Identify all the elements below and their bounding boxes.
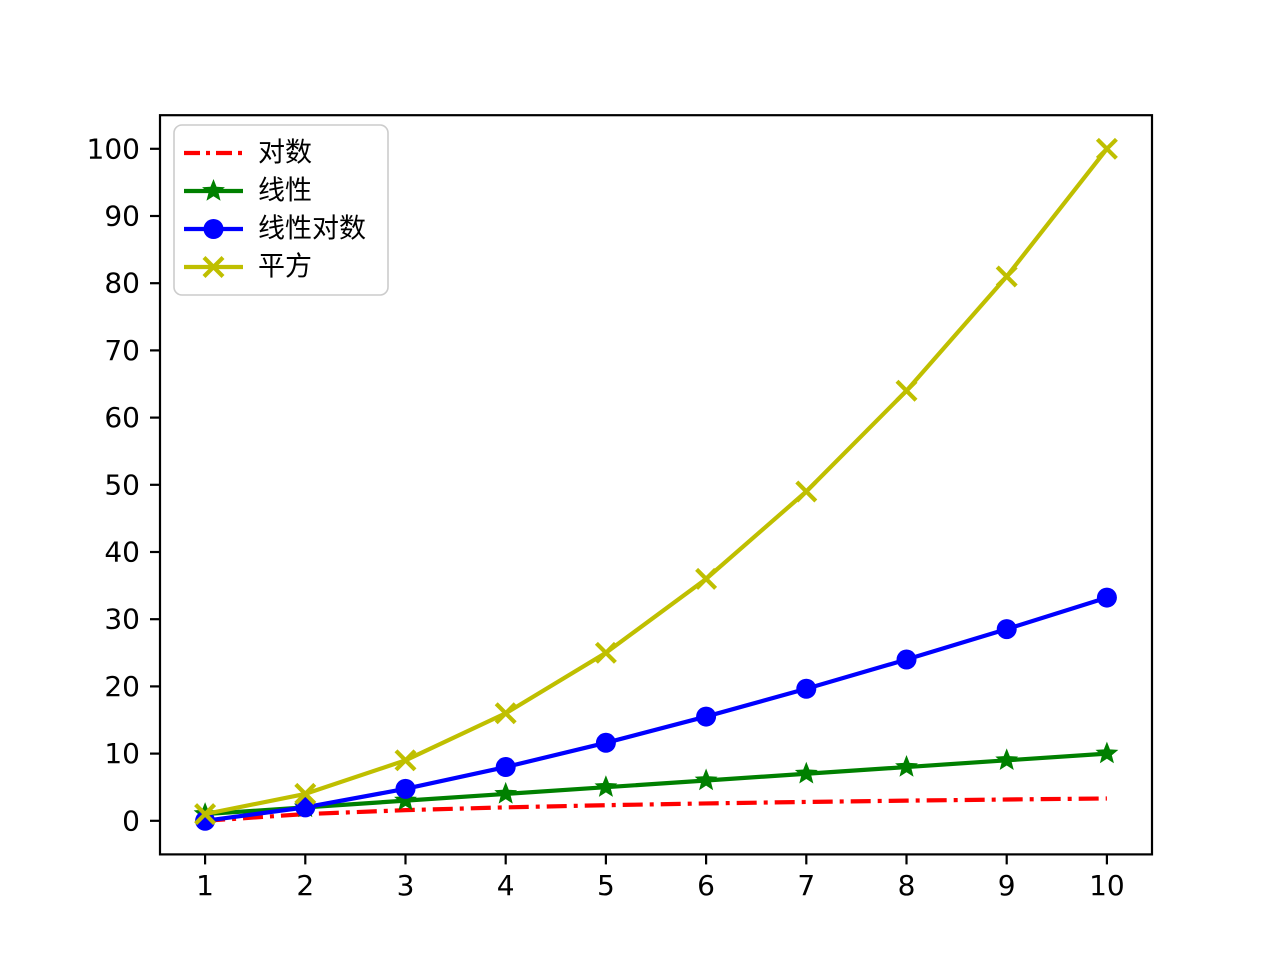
y-tick-label: 10 (104, 737, 140, 770)
series-line-3 (204, 147, 1109, 817)
marker-circle (996, 619, 1017, 640)
marker-x (394, 749, 417, 772)
marker-x (294, 782, 317, 805)
marker-star (995, 748, 1019, 771)
legend-label-2: 线性对数 (258, 214, 366, 245)
series-line-2 (204, 595, 1108, 823)
marker-star (202, 179, 225, 201)
legend-label-0: 对数 (258, 138, 312, 169)
x-tick-label: 6 (697, 869, 715, 902)
marker-x (494, 702, 517, 725)
x-tick-label: 3 (397, 869, 415, 902)
marker-star (694, 768, 718, 791)
legend-box (173, 124, 389, 296)
y-tick-label: 80 (104, 267, 140, 300)
y-tick-label: 20 (104, 670, 140, 703)
y-tick-label: 100 (87, 132, 140, 165)
marker-star (594, 775, 618, 797)
x-tick-label: 5 (597, 869, 615, 902)
marker-x (695, 567, 718, 590)
marker-circle (796, 678, 817, 699)
y-tick-label: 0 (122, 804, 140, 837)
marker-x (995, 265, 1018, 288)
y-tick-label: 90 (104, 200, 140, 233)
marker-circle (1096, 587, 1117, 608)
marker-circle (495, 757, 516, 778)
y-tick-label: 40 (104, 536, 140, 569)
marker-x (795, 480, 818, 503)
x-tick-label: 7 (797, 869, 815, 902)
marker-circle (295, 797, 316, 818)
y-tick-label: 70 (104, 334, 140, 367)
legend-label-3: 平方 (258, 252, 312, 283)
x-tick-label: 8 (898, 869, 916, 902)
marker-x (895, 379, 918, 402)
marker-circle (696, 706, 717, 727)
marker-star (895, 755, 918, 777)
marker-circle (896, 649, 917, 670)
marker-x (202, 256, 225, 278)
series-line-0 (204, 796, 1107, 823)
series-line-1 (204, 751, 1108, 817)
x-tick-label: 4 (497, 869, 515, 902)
x-tick-label: 2 (296, 869, 314, 902)
marker-circle (203, 219, 224, 239)
marker-star (494, 781, 518, 804)
marker-star (1095, 741, 1119, 764)
marker-star (794, 761, 818, 784)
marker-x (594, 641, 617, 664)
y-tick-label: 60 (104, 401, 140, 434)
x-tick-label: 10 (1089, 869, 1125, 902)
y-tick-label: 50 (104, 468, 140, 501)
x-tick-label: 9 (998, 869, 1016, 902)
marker-x (194, 803, 217, 826)
marker-circle (395, 778, 416, 799)
marker-circle (195, 810, 216, 831)
marker-x (1095, 137, 1118, 160)
marker-circle (595, 732, 616, 753)
x-tick-label: 1 (196, 869, 214, 902)
marker-star (394, 788, 417, 811)
legend-label-1: 线性 (258, 176, 312, 207)
y-tick-label: 30 (104, 603, 140, 636)
